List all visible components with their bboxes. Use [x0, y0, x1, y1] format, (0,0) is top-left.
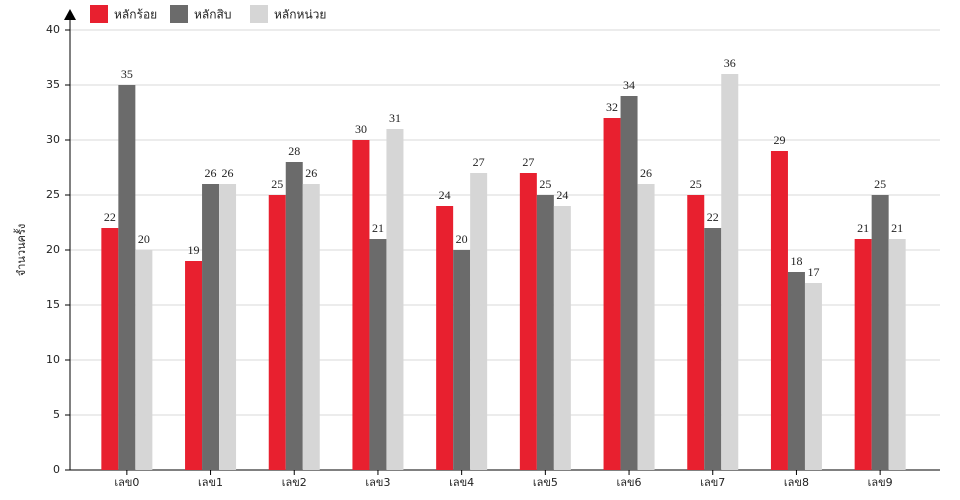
- x-tick-label: เลข1: [198, 476, 223, 489]
- bar: [770, 151, 788, 470]
- value-label: 24: [439, 188, 451, 202]
- legend-swatch: [90, 5, 108, 23]
- value-label: 22: [104, 210, 116, 224]
- value-label: 28: [288, 144, 300, 158]
- value-label: 21: [891, 221, 903, 235]
- bar: [101, 228, 119, 470]
- value-label: 25: [690, 177, 702, 191]
- bar: [352, 140, 370, 470]
- y-tick-label: 35: [46, 78, 60, 91]
- value-label: 26: [305, 166, 317, 180]
- bar: [787, 272, 805, 470]
- bar: [687, 195, 705, 470]
- bar: [135, 250, 153, 470]
- bar: [470, 173, 488, 470]
- bar: [219, 184, 237, 470]
- value-label: 25: [271, 177, 283, 191]
- value-label: 26: [205, 166, 217, 180]
- x-tick-label: เลข5: [533, 476, 558, 489]
- bar: [603, 118, 621, 470]
- value-label: 18: [790, 254, 802, 268]
- bar: [620, 96, 638, 470]
- y-axis-label: จำนวนครั้ง: [13, 224, 28, 276]
- value-label: 22: [707, 210, 719, 224]
- value-label: 26: [640, 166, 652, 180]
- bar: [804, 283, 822, 470]
- bar: [888, 239, 906, 470]
- x-tick-label: เลข4: [449, 476, 474, 489]
- bar: [302, 184, 320, 470]
- value-label: 25: [874, 177, 886, 191]
- x-tick-label: เลข8: [784, 476, 809, 489]
- value-label: 17: [807, 265, 819, 279]
- value-label: 34: [623, 78, 635, 92]
- bar: [519, 173, 537, 470]
- x-tick-label: เลข0: [114, 476, 139, 489]
- value-label: 27: [473, 155, 485, 169]
- bar: [285, 162, 303, 470]
- y-tick-label: 25: [46, 188, 60, 201]
- bar: [536, 195, 554, 470]
- value-label: 19: [188, 243, 200, 257]
- bar: [118, 85, 136, 470]
- y-tick-label: 40: [46, 23, 60, 36]
- x-tick-label: เลข3: [365, 476, 390, 489]
- y-tick-label: 20: [46, 243, 60, 256]
- value-label: 30: [355, 122, 367, 136]
- value-label: 21: [372, 221, 384, 235]
- y-tick-label: 15: [46, 298, 60, 311]
- bar: [637, 184, 655, 470]
- y-axis-arrow: [64, 9, 76, 20]
- value-label: 29: [773, 133, 785, 147]
- value-label: 35: [121, 67, 133, 81]
- bar: [369, 239, 387, 470]
- legend-label: หลักหน่วย: [274, 8, 326, 22]
- y-tick-label: 10: [46, 353, 60, 366]
- bar: [202, 184, 220, 470]
- value-label: 21: [857, 221, 869, 235]
- bar: [453, 250, 471, 470]
- y-tick-label: 30: [46, 133, 60, 146]
- x-tick-label: เลข7: [700, 476, 725, 489]
- bar: [854, 239, 872, 470]
- bar: [436, 206, 454, 470]
- bar: [268, 195, 286, 470]
- x-tick-label: เลข6: [617, 476, 642, 489]
- bar: [553, 206, 571, 470]
- legend-label: หลักร้อย: [114, 8, 157, 22]
- value-label: 36: [724, 56, 736, 70]
- value-label: 27: [522, 155, 534, 169]
- y-tick-label: 0: [53, 463, 60, 476]
- y-tick-label: 5: [53, 408, 60, 421]
- bar: [721, 74, 739, 470]
- legend-label: หลักสิบ: [194, 8, 231, 22]
- bar: [704, 228, 722, 470]
- legend-swatch: [170, 5, 188, 23]
- value-label: 20: [138, 232, 150, 246]
- value-label: 32: [606, 100, 618, 114]
- bar: [871, 195, 889, 470]
- x-tick-label: เลข9: [868, 476, 893, 489]
- value-label: 24: [556, 188, 568, 202]
- value-label: 25: [539, 177, 551, 191]
- legend-swatch: [250, 5, 268, 23]
- value-label: 20: [456, 232, 468, 246]
- value-label: 26: [222, 166, 234, 180]
- value-label: 31: [389, 111, 401, 125]
- x-tick-label: เลข2: [282, 476, 307, 489]
- bar: [185, 261, 203, 470]
- bar: [386, 129, 404, 470]
